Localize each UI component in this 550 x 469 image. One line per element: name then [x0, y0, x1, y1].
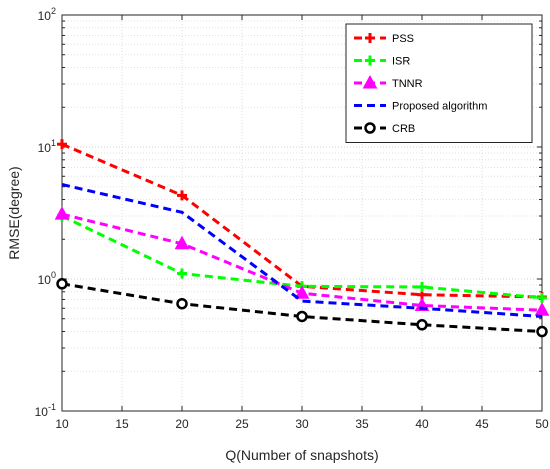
x-tick-label: 50: [535, 417, 549, 431]
legend-label: CRB: [392, 123, 415, 135]
y-tick-label: 100: [38, 270, 56, 287]
x-tick-label: 40: [415, 417, 429, 431]
y-tick-label: 102: [38, 6, 56, 23]
series-lines: [54, 139, 550, 338]
x-tick-label: 45: [475, 417, 489, 431]
y-axis-label: RMSE(degree): [6, 166, 22, 259]
series-line-4: [61, 282, 543, 334]
legend-marker: [362, 74, 378, 89]
x-tick-label: 10: [55, 417, 69, 431]
y-tick-label: 101: [38, 138, 56, 155]
data-point: [416, 319, 428, 331]
data-point: [54, 206, 70, 220]
x-tick-label: 25: [235, 417, 249, 431]
series-line-3: [61, 183, 543, 318]
data-point: [56, 278, 68, 290]
data-point: [294, 285, 310, 299]
x-axis-label: Q(Number of snapshots): [225, 447, 378, 463]
legend: PSS ISR TNNR Proposed algorithm CRB: [345, 23, 533, 143]
legend-label: PSS: [392, 33, 414, 45]
legend-label: Proposed algorithm: [392, 101, 487, 113]
legend-box: [345, 23, 533, 143]
legend-label: ISR: [392, 56, 410, 68]
legend-label: TNNR: [392, 78, 423, 90]
data-point: [174, 235, 190, 250]
x-tick-label: 35: [355, 417, 369, 431]
legend-marker: [364, 122, 376, 134]
x-tick-label: 20: [175, 417, 189, 431]
data-point: [176, 297, 188, 310]
x-tick-label: 15: [115, 417, 129, 431]
x-tick-label: 30: [295, 417, 309, 431]
tick-labels: 10 15 20 25 30 35 40 45 50 10-1 100 101 102: [35, 6, 549, 431]
data-point: [296, 310, 308, 323]
data-point: [536, 325, 548, 338]
y-tick-label: 10-1: [35, 402, 56, 419]
